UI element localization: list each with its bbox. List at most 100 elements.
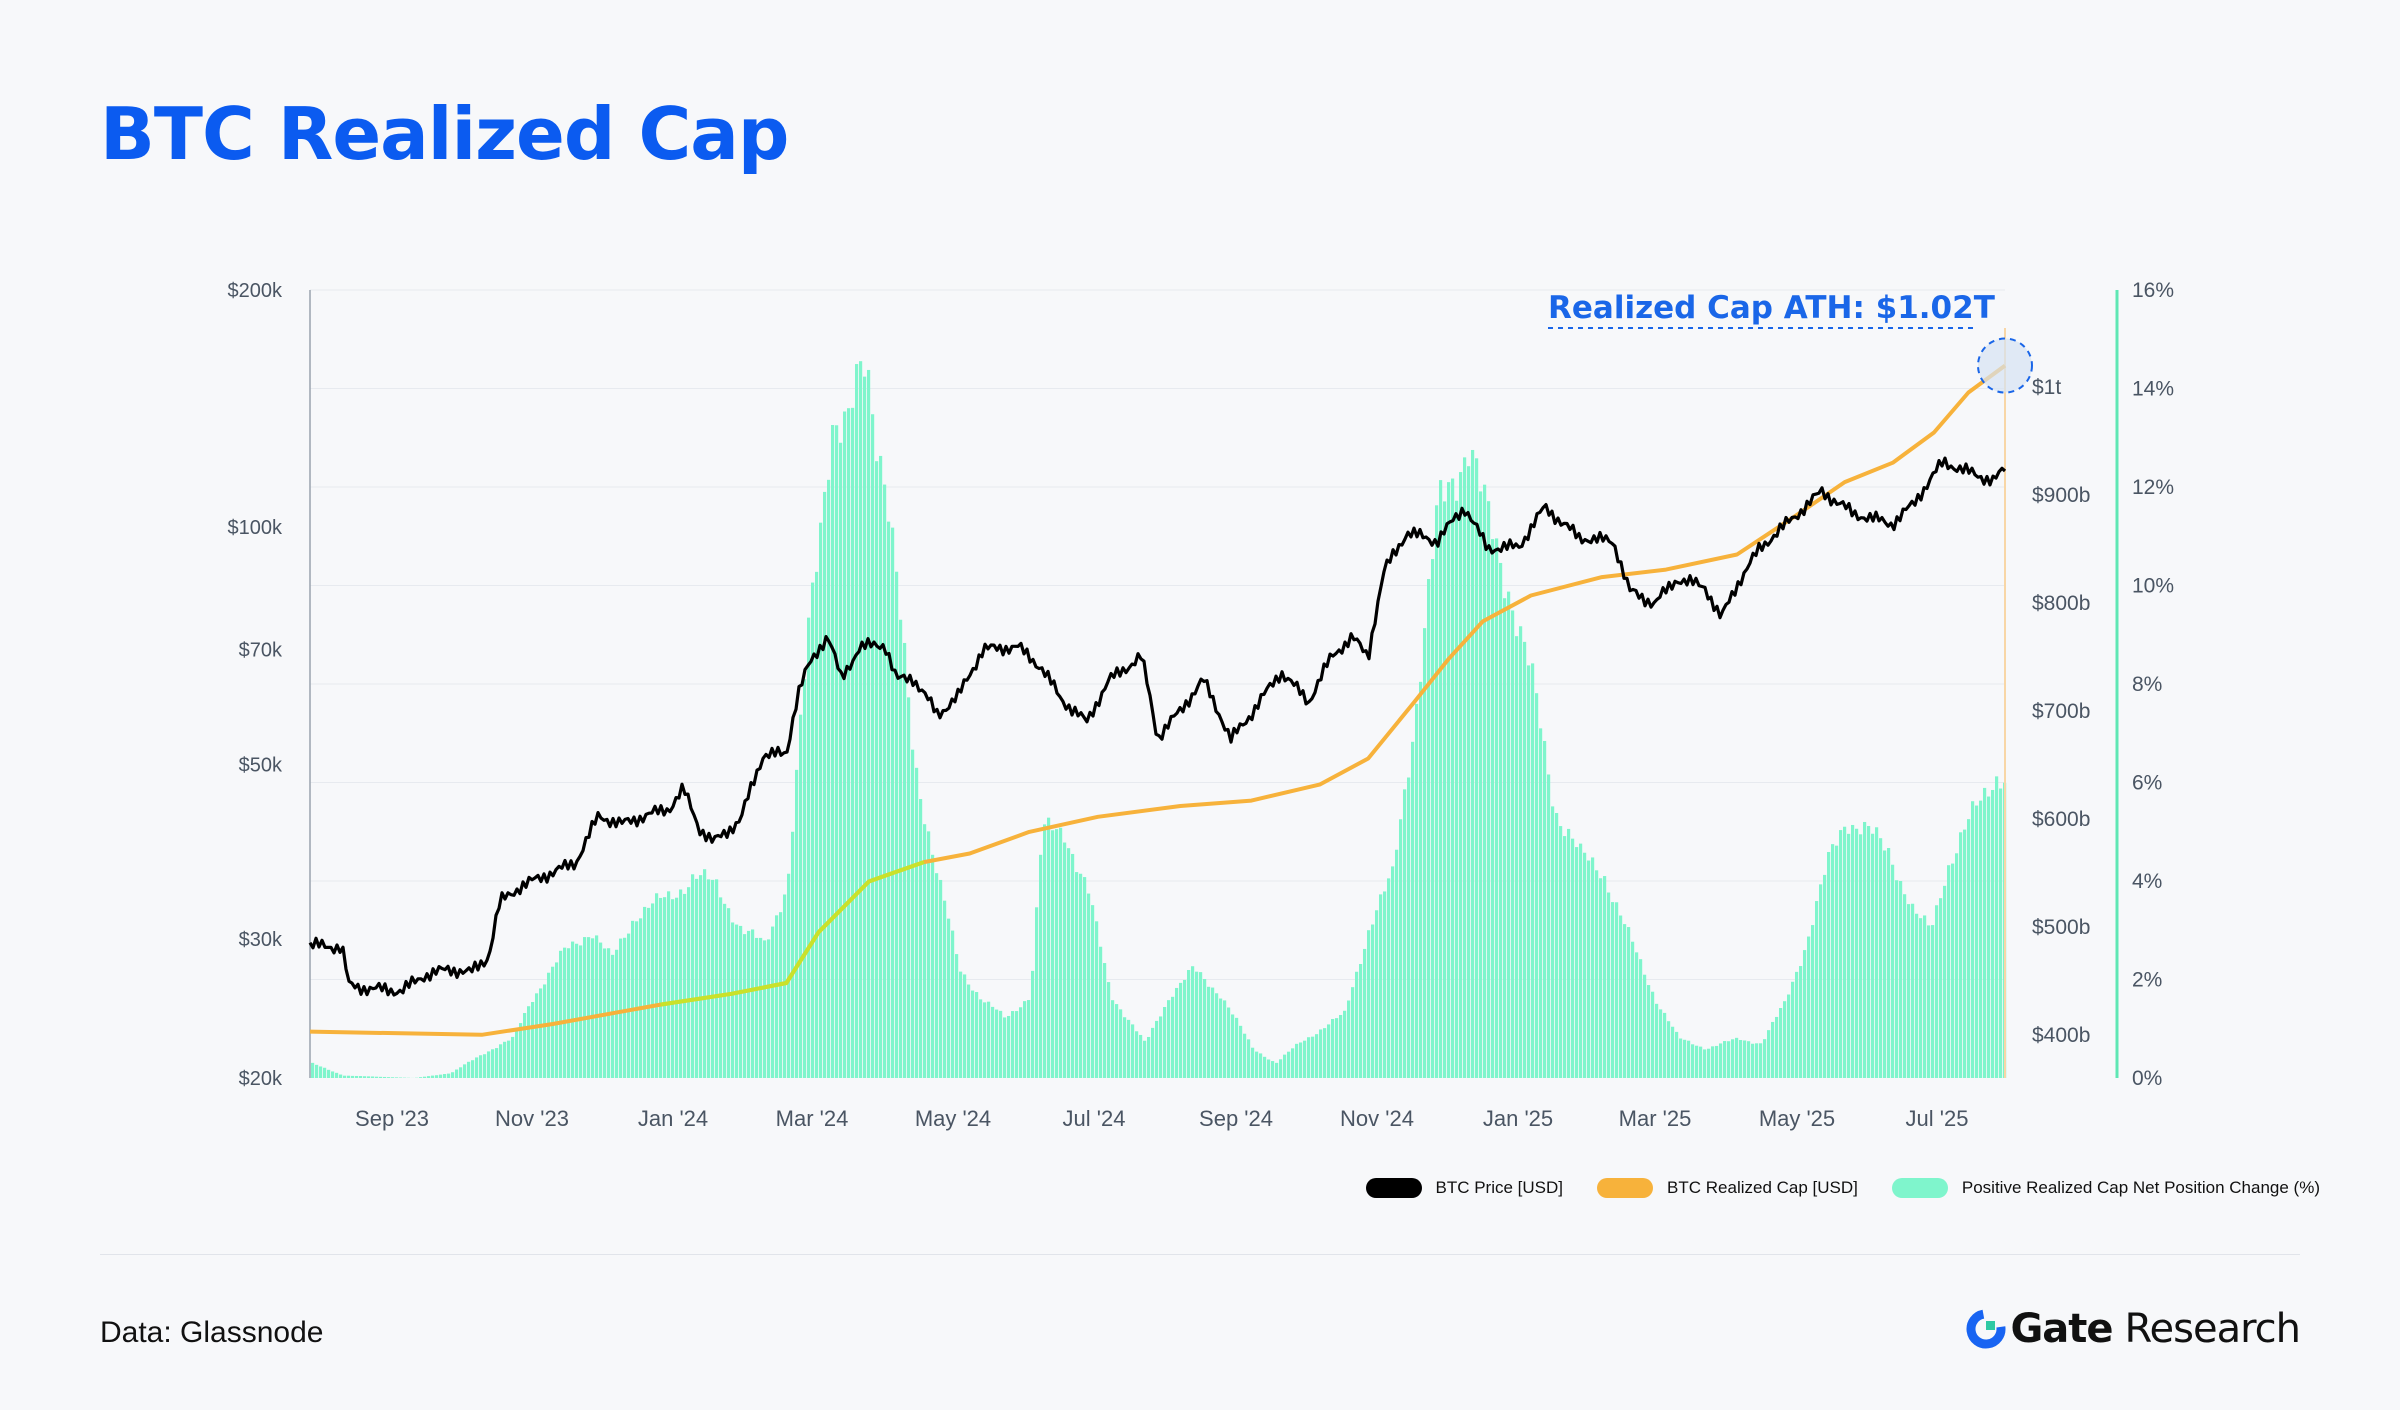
net-position-bar	[1495, 538, 1499, 1078]
net-position-bar	[1683, 1039, 1687, 1078]
net-position-bar	[1123, 1017, 1127, 1078]
net-position-bar	[483, 1054, 487, 1078]
net-position-bar	[1087, 893, 1091, 1078]
net-position-bar	[1595, 870, 1599, 1078]
net-position-bar	[515, 1029, 519, 1078]
net-position-bar	[371, 1076, 375, 1078]
net-position-bar	[1483, 484, 1487, 1079]
net-position-bar	[1735, 1037, 1739, 1078]
net-position-bar	[623, 937, 627, 1078]
x-tick-7: Nov '24	[1340, 1106, 1414, 1131]
net-position-bar	[1975, 805, 1979, 1078]
net-position-bar	[1675, 1031, 1679, 1078]
net-position-bar	[1291, 1048, 1295, 1078]
net-position-bar	[707, 879, 711, 1078]
y-mid-tick-1: $900b	[2032, 484, 2090, 507]
net-position-bar	[1955, 853, 1959, 1078]
net-position-bar	[475, 1057, 479, 1078]
net-position-bar	[1151, 1027, 1155, 1078]
net-position-bar	[1547, 774, 1551, 1078]
net-position-bar	[435, 1075, 439, 1078]
net-position-bar	[1523, 641, 1527, 1078]
net-position-bar	[1999, 788, 2003, 1078]
net-position-bar	[1031, 970, 1035, 1078]
y-mid-tick-5: $500b	[2032, 916, 2090, 939]
net-position-bar	[1279, 1059, 1283, 1078]
net-position-bar	[759, 937, 763, 1078]
net-position-bar	[1887, 848, 1891, 1078]
net-position-bar	[783, 894, 787, 1078]
x-tick-10: May '25	[1759, 1106, 1835, 1131]
net-position-bar	[487, 1051, 491, 1078]
net-position-bar	[1507, 591, 1511, 1078]
net-position-bar	[1435, 505, 1439, 1078]
net-position-bar	[1639, 959, 1643, 1078]
net-position-bar	[1471, 449, 1475, 1079]
net-position-bar	[747, 930, 751, 1078]
net-position-bar	[1387, 878, 1391, 1078]
net-position-bar	[1007, 1015, 1011, 1078]
net-position-bar	[1771, 1021, 1775, 1078]
net-position-bar	[539, 988, 543, 1078]
y-right-tick-1: 14%	[2132, 378, 2174, 401]
net-position-bar	[1915, 913, 1919, 1078]
net-position-bar	[1275, 1062, 1279, 1078]
legend-swatch-realized-cap	[1597, 1178, 1654, 1198]
net-position-bar	[895, 571, 899, 1078]
net-position-bar	[431, 1075, 435, 1078]
net-position-bar	[1731, 1039, 1735, 1078]
net-position-bar	[655, 893, 659, 1078]
net-position-bar	[559, 950, 563, 1078]
net-position-bar	[1043, 824, 1047, 1078]
net-position-bar	[1671, 1026, 1675, 1078]
realized-cap-line	[309, 363, 2007, 1037]
net-position-bar	[1827, 852, 1831, 1078]
net-position-bar	[379, 1076, 383, 1078]
realized-cap-line-overlap	[660, 860, 925, 1007]
chart-axes	[309, 290, 2119, 1078]
y-left-tick-5: $20k	[239, 1068, 283, 1090]
net-position-bar	[1407, 777, 1411, 1078]
net-position-bar	[859, 361, 863, 1079]
net-position-bar	[1479, 491, 1483, 1078]
net-position-bar	[1135, 1031, 1139, 1078]
net-position-bar	[1783, 1001, 1787, 1078]
net-position-bar	[1219, 998, 1223, 1078]
net-position-bar	[1111, 1000, 1115, 1078]
net-position-bar	[1715, 1045, 1719, 1078]
net-position-bar	[1263, 1056, 1267, 1078]
net-position-bar	[1543, 740, 1547, 1078]
net-position-bar	[1195, 971, 1199, 1078]
net-position-bar	[387, 1077, 391, 1078]
net-position-bar	[1167, 1000, 1171, 1078]
net-position-bar	[943, 900, 947, 1078]
net-position-bar	[1071, 853, 1075, 1078]
y-mid-tick-4: $600b	[2032, 808, 2090, 831]
net-position-bar	[1503, 598, 1507, 1078]
net-position-bar	[967, 984, 971, 1078]
net-position-bar	[923, 824, 927, 1078]
net-position-bar	[1755, 1043, 1759, 1078]
y-right-tick-0: 16%	[2132, 279, 2174, 302]
net-position-bar	[1535, 693, 1539, 1078]
net-position-bar	[907, 697, 911, 1078]
net-position-bar	[1063, 842, 1067, 1078]
net-position-bar	[355, 1075, 359, 1078]
net-position-bar	[1075, 872, 1079, 1078]
net-position-bar	[715, 879, 719, 1078]
net-position-bar	[1363, 948, 1367, 1078]
net-position-bar	[1855, 828, 1859, 1078]
brand-logo-group: Gate Research	[1966, 1306, 2301, 1352]
net-position-bar	[1335, 1018, 1339, 1078]
net-position-bar	[1047, 817, 1051, 1078]
net-position-bar	[1795, 971, 1799, 1078]
net-position-bar	[311, 1062, 315, 1078]
net-position-bar	[1751, 1043, 1755, 1078]
net-position-bar	[523, 1013, 527, 1078]
net-position-bar	[1511, 610, 1515, 1078]
x-tick-6: Sep '24	[1199, 1106, 1273, 1131]
net-position-bar	[1227, 1007, 1231, 1078]
net-position-bar	[1871, 833, 1875, 1078]
net-position-bar	[359, 1076, 363, 1078]
net-position-bar	[1971, 801, 1975, 1078]
